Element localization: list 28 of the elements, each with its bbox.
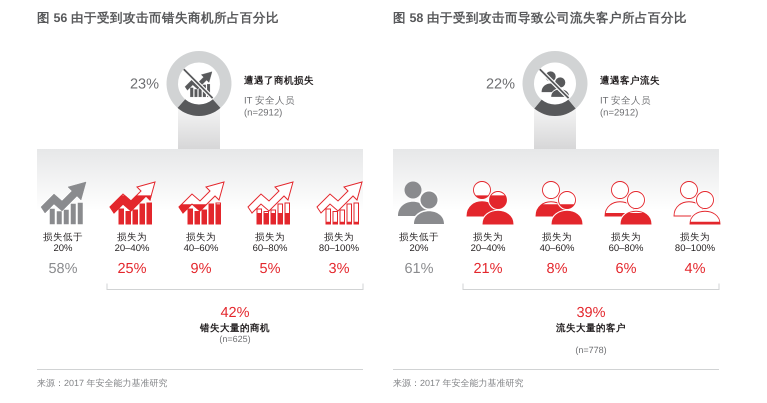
text: (n=2912)	[244, 108, 282, 118]
donut-slice	[178, 99, 220, 116]
donut-slice	[522, 51, 588, 109]
donut-slice	[166, 51, 232, 108]
text: 流失大量的客户	[555, 322, 626, 334]
category-label: 损失低于 20%	[399, 231, 439, 254]
text: (n=2912)	[600, 108, 638, 118]
text: 39%	[576, 305, 606, 321]
data-label: 4%	[684, 261, 706, 277]
text: IT 安全人员	[244, 94, 295, 106]
text: IT 安全人员	[600, 94, 651, 106]
donut-slice	[534, 100, 576, 116]
chart-title: 图 58 由于受到攻击而导致公司流失客户所占百分比	[393, 10, 687, 25]
category-label: 损失为 80–100%	[674, 231, 716, 254]
text: 遭遇客户流失	[599, 74, 660, 86]
text: 22%	[486, 76, 516, 92]
data-label: 21%	[473, 261, 503, 277]
category-label: 损失为 60–80%	[608, 231, 644, 254]
data-label: 6%	[616, 261, 637, 277]
chart-title: 图 56 由于受到攻击而错失商机所占百分比	[37, 10, 279, 25]
data-label: 8%	[546, 261, 568, 277]
category-label: 损失为 20–40%	[470, 231, 506, 254]
source-note: 来源：2017 年安全能力基准研究	[393, 378, 524, 388]
text: 遭遇了商机损失	[243, 74, 314, 86]
text: 23%	[130, 76, 160, 92]
category-label: 损失为 40–60%	[540, 231, 575, 254]
text: (n=778)	[575, 345, 607, 355]
data-label: 61%	[404, 261, 434, 277]
